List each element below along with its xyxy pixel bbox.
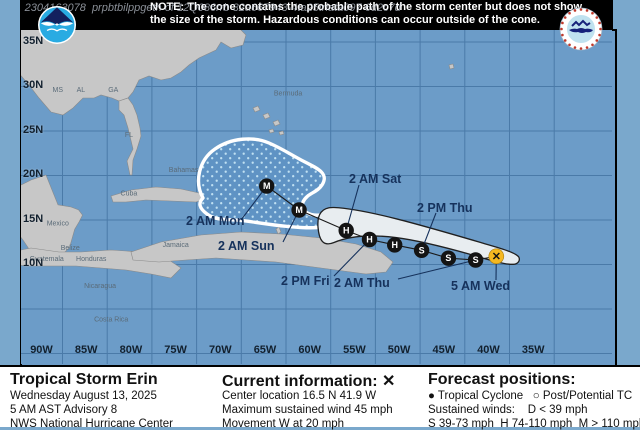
svg-text:S: S [419,245,425,255]
svg-text:S: S [473,255,479,265]
svg-text:H: H [343,226,350,236]
svg-text:5 AM Wed: 5 AM Wed [451,279,510,293]
svg-text:S: S [445,253,451,263]
svg-text:2 AM Sun: 2 AM Sun [218,239,274,253]
svg-text:2 AM Thu: 2 AM Thu [334,276,390,290]
svg-text:✕: ✕ [492,251,501,263]
svg-text:2 PM Fri: 2 PM Fri [281,274,330,288]
svg-text:H: H [391,240,398,250]
svg-text:2 AM Sat: 2 AM Sat [349,172,402,186]
svg-text:2 AM Mon: 2 AM Mon [186,214,245,228]
svg-text:M: M [295,205,303,215]
svg-text:H: H [366,235,373,245]
svg-text:M: M [263,181,271,191]
svg-text:2 PM Thu: 2 PM Thu [417,201,473,215]
